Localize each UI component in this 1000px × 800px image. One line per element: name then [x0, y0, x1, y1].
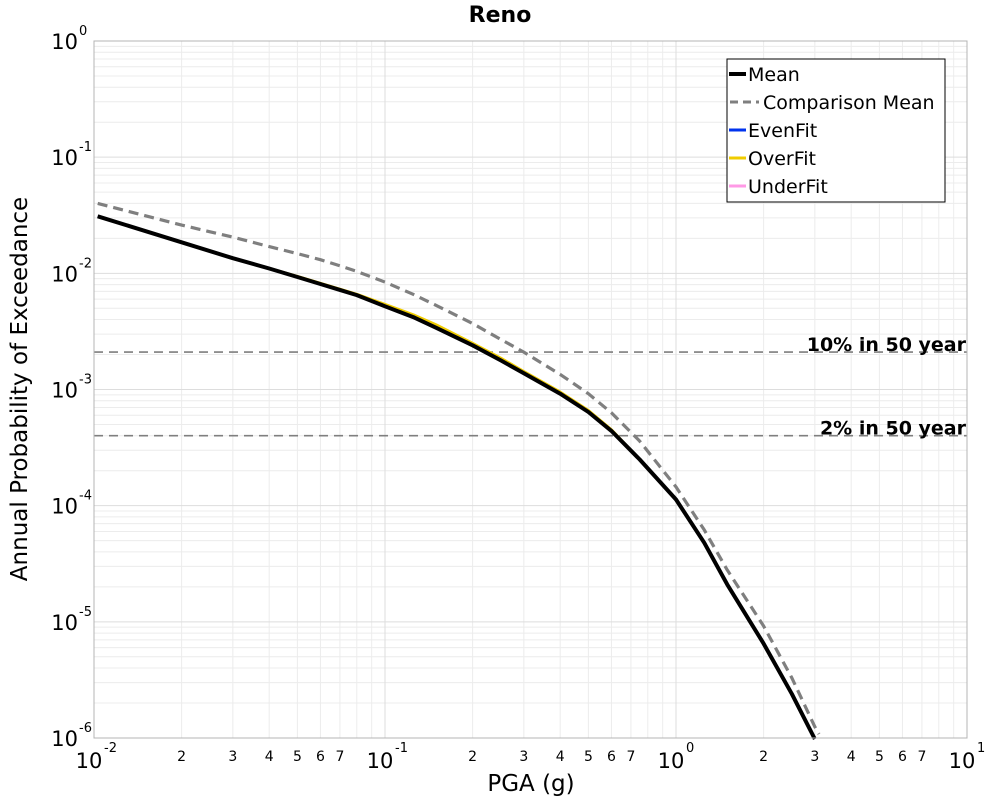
- x-tick-exponent: -1: [395, 741, 408, 756]
- y-tick-exponent: 0: [79, 24, 87, 39]
- y-tick-exponent: -4: [79, 489, 92, 504]
- reference-lines: [94, 351, 967, 437]
- reference-line-label: 10% in 50 year: [807, 334, 967, 356]
- y-axis-label: Annual Probability of Exceedance: [7, 197, 33, 581]
- y-tick-label: 10: [51, 379, 78, 403]
- x-minor-tick-label: 6: [316, 749, 325, 765]
- x-tick-exponent: 0: [686, 741, 694, 756]
- y-tick-label: 10: [51, 727, 78, 751]
- series-lines: [97, 201, 821, 740]
- x-tick-label: 10: [367, 749, 394, 773]
- chart-title: Reno: [469, 3, 532, 28]
- x-minor-tick-label: 7: [917, 749, 926, 765]
- x-minor-tick-label: 4: [265, 749, 274, 765]
- x-tick-label: 10: [949, 749, 976, 773]
- x-minor-tick-label: 5: [875, 749, 884, 765]
- series-line-comparison-mean: [97, 201, 821, 735]
- x-minor-tick-label: 3: [519, 749, 528, 765]
- x-minor-tick-label: 3: [228, 749, 237, 765]
- x-minor-tick-label: 5: [584, 749, 593, 765]
- reference-line-labels: 10% in 50 year 2% in 50 year: [807, 334, 967, 440]
- y-tick-exponent: -6: [79, 721, 92, 736]
- x-minor-tick-label: 7: [626, 749, 635, 765]
- x-minor-tick-label: 6: [607, 749, 616, 765]
- x-tick-label: 10: [658, 749, 685, 773]
- y-tick-exponent: -2: [79, 256, 92, 271]
- x-minor-tick-label: 2: [759, 749, 768, 765]
- x-minor-tick-label: 4: [847, 749, 856, 765]
- x-minor-tick-label: 2: [468, 749, 477, 765]
- y-tick-exponent: -1: [79, 140, 92, 155]
- x-minor-tick-label: 7: [335, 749, 344, 765]
- y-tick-exponent: -5: [79, 605, 92, 620]
- x-axis-label: PGA (g): [487, 771, 574, 797]
- legend-label: Comparison Mean: [763, 92, 935, 114]
- legend-label: Mean: [748, 64, 800, 86]
- plot-frame: [93, 40, 968, 739]
- y-tick-label: 10: [51, 146, 78, 170]
- y-tick-label: 10: [51, 30, 78, 54]
- x-tick-exponent: 1: [977, 741, 985, 756]
- x-minor-tick-label: 6: [898, 749, 907, 765]
- series-line-mean: [97, 214, 817, 740]
- y-tick-label: 10: [51, 611, 78, 635]
- x-minor-tick-label: 4: [556, 749, 565, 765]
- legend-label: EvenFit: [748, 120, 817, 142]
- x-minor-tick-label: 2: [177, 749, 186, 765]
- legend: Mean Comparison Mean EvenFit OverFit UnderFi…: [726, 58, 946, 203]
- legend-label: UnderFit: [748, 176, 828, 198]
- y-tick-label: 10: [51, 262, 78, 286]
- x-minor-tick-label: 5: [293, 749, 302, 765]
- legend-box: [726, 58, 946, 203]
- x-tick-exponent: -2: [104, 741, 117, 756]
- reference-line-label: 2% in 50 year: [820, 418, 967, 440]
- y-tick-label: 10: [51, 495, 78, 519]
- x-minor-tick-label: 3: [810, 749, 819, 765]
- legend-label: OverFit: [748, 148, 816, 170]
- x-tick-label: 10: [76, 749, 103, 773]
- y-tick-exponent: -3: [79, 373, 92, 388]
